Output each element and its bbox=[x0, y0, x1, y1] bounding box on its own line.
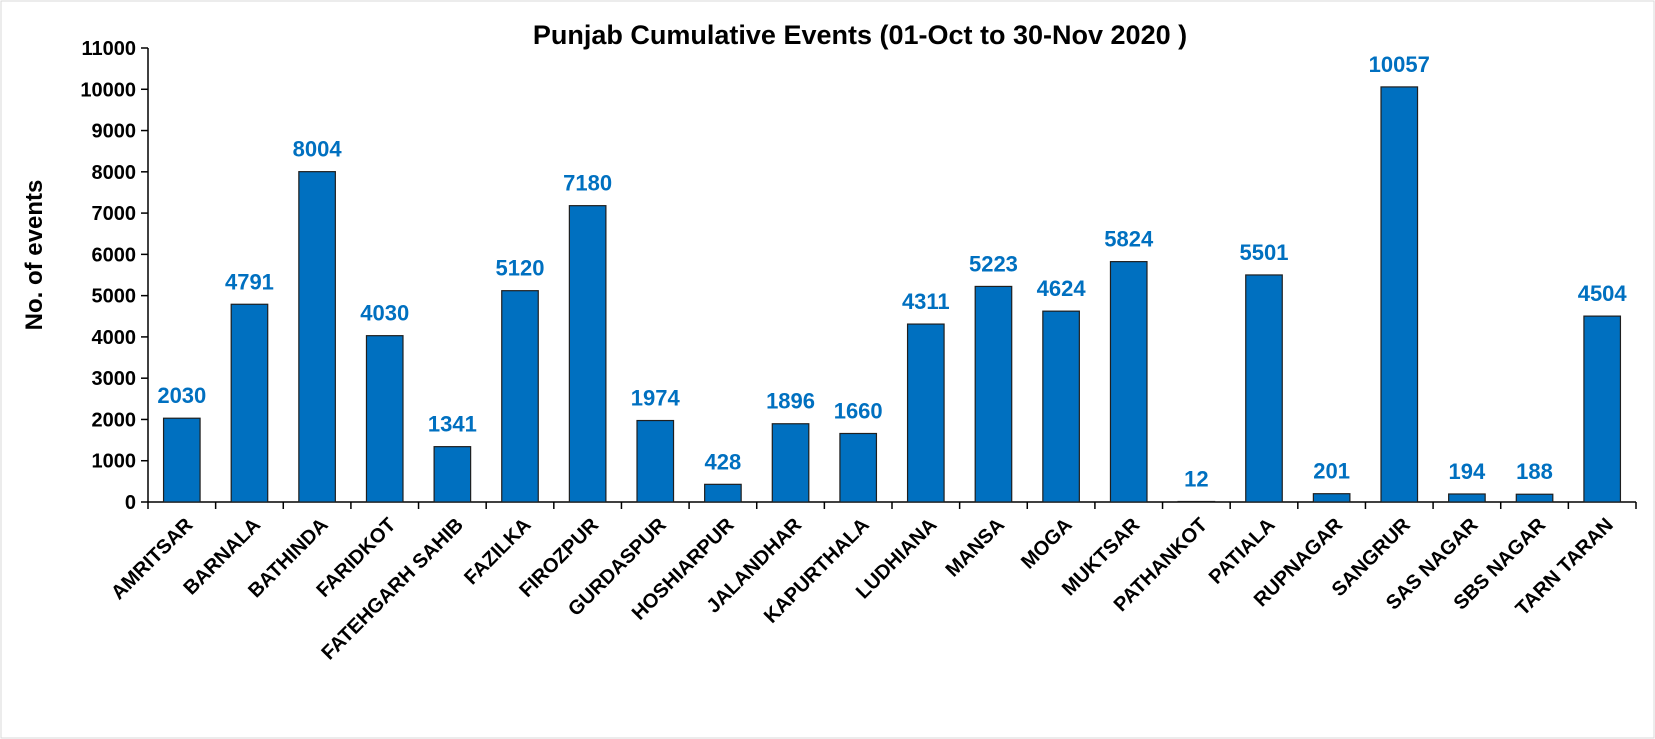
y-tick-label: 3000 bbox=[92, 368, 137, 390]
bar bbox=[974, 285, 1013, 503]
chart-title: Punjab Cumulative Events (01-Oct to 30-N… bbox=[533, 20, 1187, 50]
bar bbox=[1380, 86, 1419, 503]
bar bbox=[1583, 315, 1622, 503]
y-tick-label: 11000 bbox=[81, 38, 136, 60]
data-label: 1974 bbox=[631, 386, 681, 411]
bar bbox=[704, 483, 742, 503]
bar bbox=[568, 205, 607, 503]
bar bbox=[839, 432, 878, 503]
data-label: 4791 bbox=[225, 269, 274, 294]
data-label: 2030 bbox=[157, 383, 206, 408]
y-tick-label: 1000 bbox=[92, 451, 137, 473]
y-tick-label: 6000 bbox=[92, 244, 137, 266]
y-tick-label: 4000 bbox=[92, 327, 137, 349]
data-label: 1896 bbox=[766, 389, 815, 414]
data-label: 8004 bbox=[293, 137, 343, 162]
data-label: 194 bbox=[1449, 459, 1486, 484]
data-label: 4030 bbox=[360, 301, 409, 326]
bar bbox=[501, 290, 539, 503]
data-label: 201 bbox=[1313, 459, 1350, 484]
bar bbox=[1109, 261, 1148, 503]
y-tick-label: 2000 bbox=[92, 409, 137, 431]
y-tick-label: 0 bbox=[125, 492, 136, 514]
data-label: 5501 bbox=[1240, 240, 1289, 265]
bar bbox=[1448, 493, 1486, 503]
bar bbox=[433, 446, 472, 503]
data-label: 4624 bbox=[1037, 276, 1087, 301]
data-label: 4311 bbox=[902, 289, 950, 314]
data-label: 4504 bbox=[1578, 281, 1628, 306]
data-label: 12 bbox=[1184, 467, 1208, 492]
bar bbox=[771, 423, 810, 503]
data-label: 428 bbox=[705, 449, 742, 474]
bar bbox=[298, 171, 336, 503]
y-tick-label: 8000 bbox=[92, 162, 137, 184]
y-axis-label: No. of events bbox=[21, 180, 48, 331]
bar bbox=[1245, 274, 1283, 503]
data-label: 1341 bbox=[428, 412, 477, 437]
bar bbox=[636, 419, 675, 503]
y-tick-label: 5000 bbox=[92, 286, 137, 308]
bar bbox=[906, 323, 945, 503]
bar bbox=[1042, 310, 1080, 503]
bar bbox=[365, 335, 404, 503]
y-tick-label: 7000 bbox=[92, 203, 137, 225]
data-label: 1660 bbox=[834, 398, 883, 423]
bar bbox=[1515, 493, 1554, 503]
y-tick-label: 10000 bbox=[80, 79, 136, 101]
data-label: 10057 bbox=[1369, 52, 1430, 77]
data-label: 7180 bbox=[563, 171, 612, 196]
bar bbox=[230, 303, 269, 503]
bar bbox=[1312, 493, 1351, 503]
bar bbox=[162, 417, 201, 503]
data-label: 188 bbox=[1516, 459, 1553, 484]
data-label: 5120 bbox=[496, 256, 545, 281]
y-tick-label: 9000 bbox=[92, 121, 137, 143]
data-label: 5824 bbox=[1104, 227, 1154, 252]
data-label: 5223 bbox=[969, 251, 1018, 276]
